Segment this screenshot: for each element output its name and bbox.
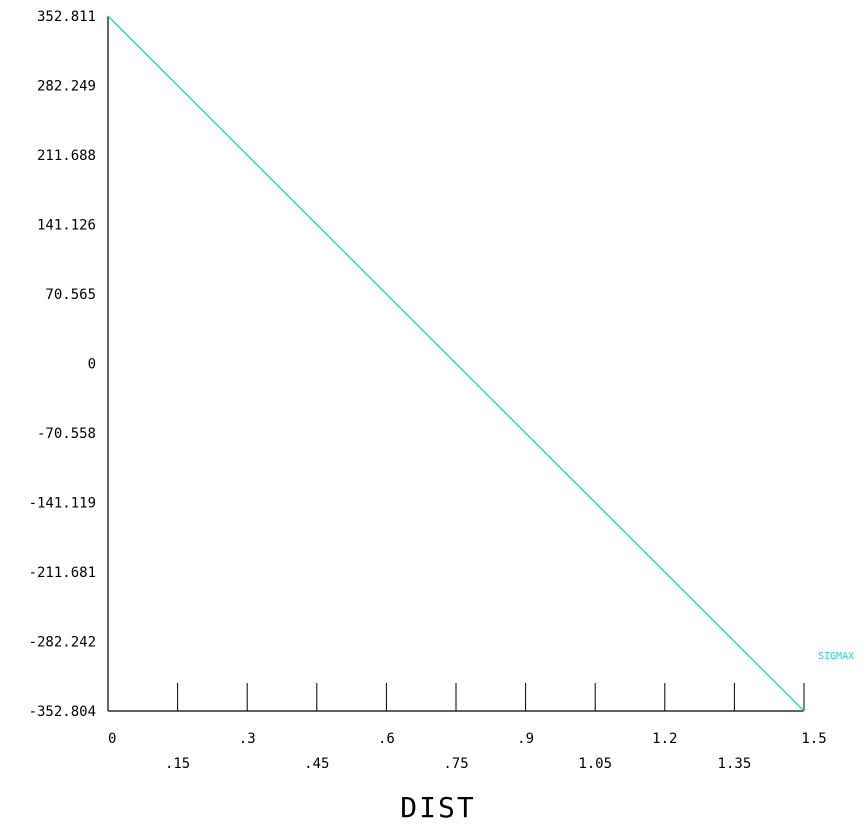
y-tick-label: -282.242 bbox=[29, 635, 96, 651]
y-tick-label: -141.119 bbox=[29, 496, 96, 512]
y-tick-label: 70.565 bbox=[45, 287, 96, 303]
y-tick-label: 141.126 bbox=[37, 218, 96, 234]
y-tick-label: -70.558 bbox=[37, 426, 96, 442]
x-tick-label: .15 bbox=[165, 756, 190, 772]
y-tick-label: 0 bbox=[88, 357, 96, 373]
x-tick-label: .6 bbox=[378, 731, 395, 747]
x-tick-label: 1.2 bbox=[652, 731, 677, 747]
legend-entry-sigmax: SIGMAX bbox=[818, 651, 854, 662]
y-tick-label: -211.681 bbox=[29, 565, 96, 581]
x-axis-label: DIST bbox=[400, 791, 475, 824]
y-tick-label: -352.804 bbox=[29, 704, 96, 720]
x-tick-label: 0 bbox=[108, 731, 116, 747]
series-line-sigmax bbox=[107, 15, 805, 712]
x-tick-label: .45 bbox=[304, 756, 329, 772]
y-tick-label: 282.249 bbox=[37, 79, 96, 95]
x-tick-label: .75 bbox=[443, 756, 468, 772]
series-layer bbox=[107, 15, 805, 712]
x-tick-label: 1.05 bbox=[578, 756, 612, 772]
y-axis-ticks: 352.811 282.249 211.688 141.126 70.565 0 -70.5… bbox=[29, 9, 96, 720]
x-tick-label: .9 bbox=[517, 731, 534, 747]
x-tick-label: 1.35 bbox=[718, 756, 752, 772]
x-axis-ticks: 0 .15 .3 .45 .6 .75 .9 1.05 1.2 1.35 1.5 bbox=[107, 683, 827, 772]
x-tick-label: 1.5 bbox=[801, 731, 826, 747]
y-tick-label: 352.811 bbox=[37, 9, 96, 25]
x-tick-label: .3 bbox=[239, 731, 256, 747]
y-tick-label: 211.688 bbox=[37, 148, 96, 164]
